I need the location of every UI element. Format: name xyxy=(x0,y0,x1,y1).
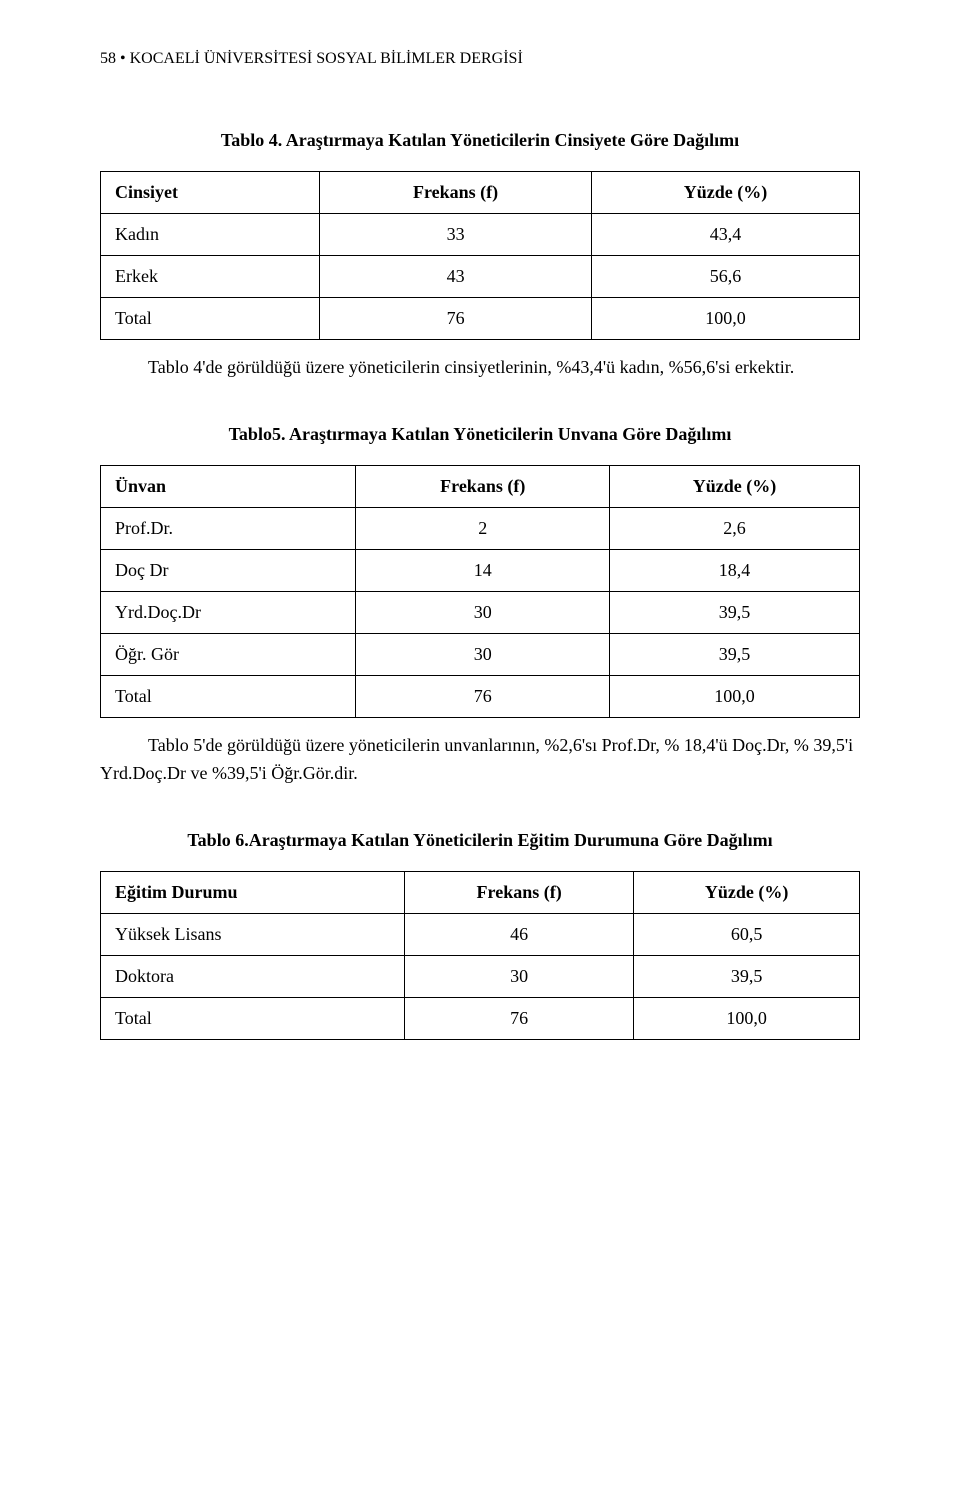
table5-col-pct: Yüzde (%) xyxy=(610,466,860,508)
page-number: 58 xyxy=(100,50,116,67)
table-row: Kadın 33 43,4 xyxy=(101,214,860,256)
cell-label: Doktora xyxy=(101,956,405,998)
cell-freq: 14 xyxy=(356,550,610,592)
table6-col-label: Eğitim Durumu xyxy=(101,872,405,914)
cell-label: Total xyxy=(101,676,356,718)
table4-note: Tablo 4'de görüldüğü üzere yöneticilerin… xyxy=(100,354,860,382)
cell-label: Prof.Dr. xyxy=(101,508,356,550)
cell-freq: 30 xyxy=(356,592,610,634)
cell-pct: 100,0 xyxy=(634,998,860,1040)
table-row: Yrd.Doç.Dr 30 39,5 xyxy=(101,592,860,634)
table4: Cinsiyet Frekans (f) Yüzde (%) Kadın 33 … xyxy=(100,171,860,340)
table4-col-freq: Frekans (f) xyxy=(320,172,592,214)
running-header: 58 • KOCAELİ ÜNİVERSİTESİ SOSYAL BİLİMLE… xyxy=(100,50,860,68)
table-row: Doktora 30 39,5 xyxy=(101,956,860,998)
cell-freq: 76 xyxy=(320,298,592,340)
cell-label: Öğr. Gör xyxy=(101,634,356,676)
table-row: Doç Dr 14 18,4 xyxy=(101,550,860,592)
cell-label: Kadın xyxy=(101,214,320,256)
table5-col-label: Ünvan xyxy=(101,466,356,508)
cell-pct: 100,0 xyxy=(610,676,860,718)
cell-freq: 46 xyxy=(405,914,634,956)
table4-header-row: Cinsiyet Frekans (f) Yüzde (%) xyxy=(101,172,860,214)
cell-pct: 18,4 xyxy=(610,550,860,592)
cell-pct: 39,5 xyxy=(610,634,860,676)
table6-col-pct: Yüzde (%) xyxy=(634,872,860,914)
cell-freq: 2 xyxy=(356,508,610,550)
table-row: Total 76 100,0 xyxy=(101,298,860,340)
cell-pct: 39,5 xyxy=(634,956,860,998)
table5-col-freq: Frekans (f) xyxy=(356,466,610,508)
table5-header-row: Ünvan Frekans (f) Yüzde (%) xyxy=(101,466,860,508)
cell-pct: 2,6 xyxy=(610,508,860,550)
cell-pct: 100,0 xyxy=(592,298,860,340)
table-row: Erkek 43 56,6 xyxy=(101,256,860,298)
table-row: Öğr. Gör 30 39,5 xyxy=(101,634,860,676)
cell-label: Erkek xyxy=(101,256,320,298)
cell-label: Yüksek Lisans xyxy=(101,914,405,956)
table5-caption: Tablo5. Araştırmaya Katılan Yöneticileri… xyxy=(100,422,860,447)
cell-label: Doç Dr xyxy=(101,550,356,592)
cell-label: Total xyxy=(101,998,405,1040)
table-row: Total 76 100,0 xyxy=(101,676,860,718)
table6-col-freq: Frekans (f) xyxy=(405,872,634,914)
table5: Ünvan Frekans (f) Yüzde (%) Prof.Dr. 2 2… xyxy=(100,465,860,718)
cell-freq: 30 xyxy=(405,956,634,998)
table4-col-label: Cinsiyet xyxy=(101,172,320,214)
table4-col-pct: Yüzde (%) xyxy=(592,172,860,214)
cell-freq: 33 xyxy=(320,214,592,256)
cell-freq: 30 xyxy=(356,634,610,676)
table6-header-row: Eğitim Durumu Frekans (f) Yüzde (%) xyxy=(101,872,860,914)
table6: Eğitim Durumu Frekans (f) Yüzde (%) Yüks… xyxy=(100,871,860,1040)
cell-pct: 39,5 xyxy=(610,592,860,634)
cell-label: Yrd.Doç.Dr xyxy=(101,592,356,634)
header-bullet: • xyxy=(120,50,126,67)
cell-freq: 76 xyxy=(356,676,610,718)
table5-note: Tablo 5'de görüldüğü üzere yöneticilerin… xyxy=(100,732,860,788)
journal-name: KOCAELİ ÜNİVERSİTESİ SOSYAL BİLİMLER DER… xyxy=(130,50,523,67)
table6-caption: Tablo 6.Araştırmaya Katılan Yöneticileri… xyxy=(100,828,860,853)
table-row: Yüksek Lisans 46 60,5 xyxy=(101,914,860,956)
cell-pct: 43,4 xyxy=(592,214,860,256)
cell-freq: 76 xyxy=(405,998,634,1040)
table-row: Prof.Dr. 2 2,6 xyxy=(101,508,860,550)
table-row: Total 76 100,0 xyxy=(101,998,860,1040)
cell-label: Total xyxy=(101,298,320,340)
cell-pct: 56,6 xyxy=(592,256,860,298)
table4-caption: Tablo 4. Araştırmaya Katılan Yöneticiler… xyxy=(100,128,860,153)
cell-pct: 60,5 xyxy=(634,914,860,956)
cell-freq: 43 xyxy=(320,256,592,298)
